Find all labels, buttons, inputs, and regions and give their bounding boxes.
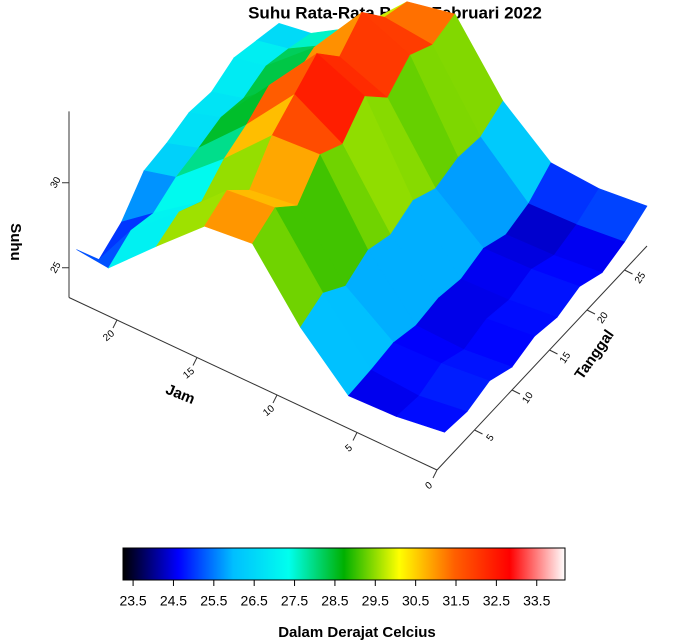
y-tick [549,349,558,355]
colorbar [122,547,566,581]
x-axis-title: Jam [163,381,197,408]
z-tick-label: 30 [49,175,64,191]
x-tick [192,357,198,366]
y-tick [474,429,483,435]
y-tick-label: 25 [633,270,649,286]
colorbar-tick-label: 25.5 [200,593,227,609]
colorbar-tick-label: 27.5 [281,593,308,609]
x-tick [352,432,358,441]
x-tick [112,319,118,329]
y-tick-label: 10 [520,390,536,406]
colorbar-tick-label: 28.5 [321,593,348,609]
y-tick-label: 15 [558,350,574,366]
y-tick [511,389,521,395]
colorbar-title: Dalam Derajat Celcius [278,624,436,641]
colorbar-tick-label: 31.5 [442,593,469,609]
axis-line [68,297,438,471]
axis-line [436,245,648,471]
colorbar-tick-label: 24.5 [160,593,187,609]
y-tick [624,269,633,275]
colorbar-tick-label: 26.5 [241,593,268,609]
y-tick-label: 20 [595,310,611,326]
z-axis-title: Suhu [7,223,24,261]
x-tick-label: 5 [343,442,355,454]
y-tick-label: 5 [485,432,497,443]
y-axis-title: Tanggal [571,327,617,383]
colorbar-tick-label: 29.5 [362,593,389,609]
y-tick [586,309,596,315]
x-tick-label: 15 [181,366,197,382]
colorbar-tick-label: 23.5 [119,593,146,609]
x-tick-label: 0 [423,480,435,492]
x-tick-label: 20 [101,328,117,344]
colorbar-tick-label: 32.5 [483,593,510,609]
x-tick [272,394,278,404]
colorbar-tick-label: 33.5 [523,593,550,609]
surface-cell [395,395,468,433]
x-tick-label: 10 [261,403,277,419]
z-tick-label: 25 [49,260,64,276]
colorbar-tick-label: 30.5 [402,593,429,609]
x-tick [432,469,438,479]
